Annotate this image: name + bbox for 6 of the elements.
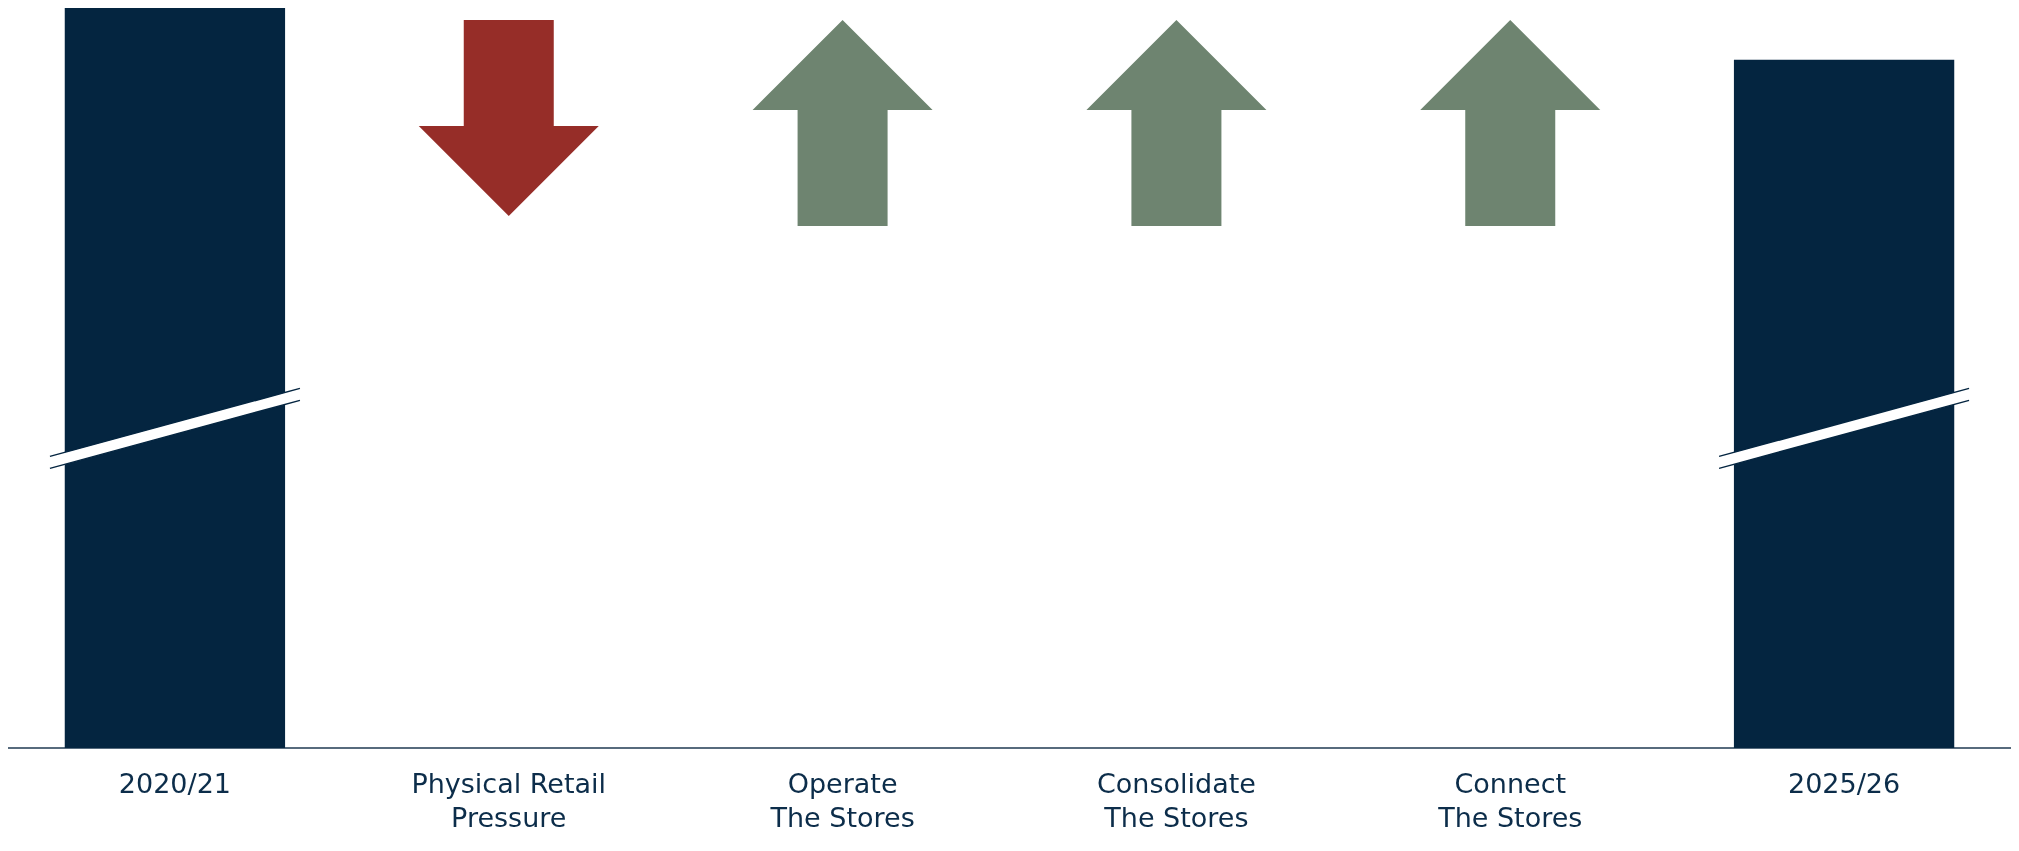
- x-tick-label: 2020/21: [118, 767, 231, 799]
- x-tick-label: Physical Retail Pressure: [411, 767, 607, 833]
- x-tick-label: Consolidate The Stores: [1096, 767, 1256, 833]
- x-tick-label: Operate The Stores: [769, 767, 915, 833]
- x-tick-label: Connect The Stores: [1437, 767, 1583, 833]
- x-tick-label: 2025/26: [1788, 767, 1901, 799]
